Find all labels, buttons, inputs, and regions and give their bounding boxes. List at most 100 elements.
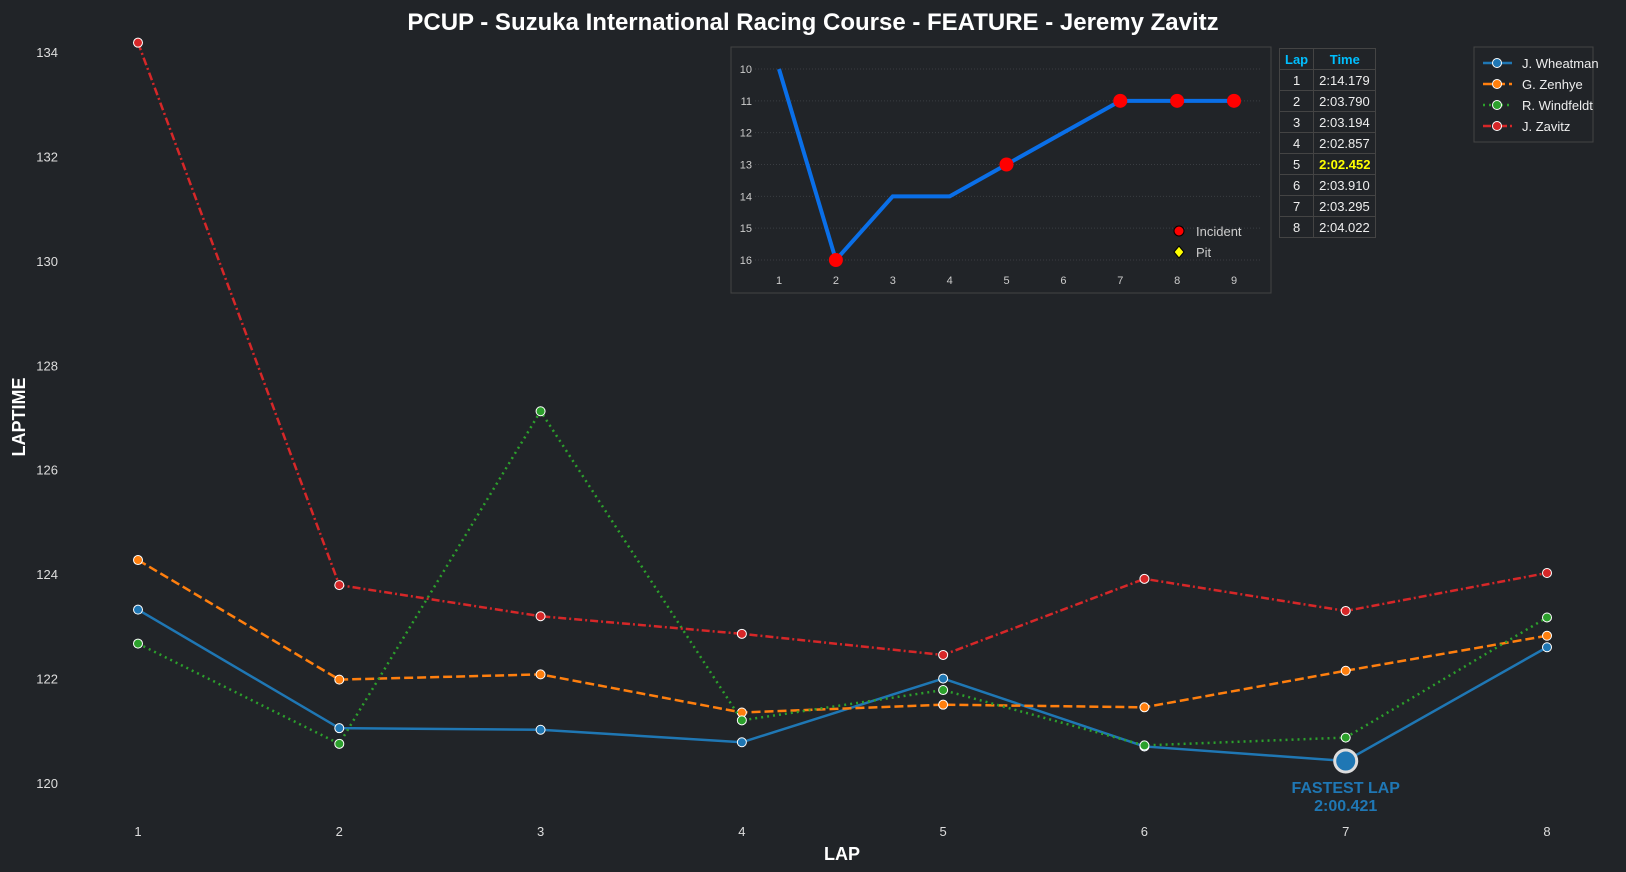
data-point bbox=[1340, 732, 1351, 743]
y-tick-label: 126 bbox=[36, 463, 58, 478]
data-point bbox=[334, 723, 345, 734]
table-row: 6 2:03.910 bbox=[1278, 174, 1377, 196]
inset-y-tick: 12 bbox=[740, 128, 752, 140]
inset-x-tick: 3 bbox=[890, 275, 896, 287]
data-point bbox=[535, 406, 546, 417]
inset-x-tick: 9 bbox=[1231, 275, 1237, 287]
y-tick-label: 122 bbox=[36, 672, 58, 687]
lap-cell: 3 bbox=[1278, 111, 1315, 133]
data-point bbox=[1542, 630, 1552, 641]
legend: J. Wheatman G. Zenhye R. Windfeldt J. Zavit… bbox=[1473, 46, 1599, 143]
lap-cell: 5 bbox=[1278, 153, 1315, 175]
incident-marker bbox=[1113, 93, 1128, 108]
legend-label: G. Zenhye bbox=[1522, 77, 1583, 92]
data-point bbox=[938, 649, 949, 660]
chart-title: PCUP - Suzuka International Racing Cours… bbox=[407, 9, 1218, 36]
time-cell: 2:14.179 bbox=[1313, 69, 1377, 91]
y-tick-label: 132 bbox=[36, 149, 58, 164]
inset-x-tick: 2 bbox=[833, 275, 839, 287]
x-tick-label: 6 bbox=[1141, 824, 1148, 839]
lap-cell: 1 bbox=[1278, 69, 1315, 91]
y-tick-label: 128 bbox=[36, 358, 58, 373]
inset-x-tick: 1 bbox=[776, 275, 782, 287]
lap-cell: 6 bbox=[1278, 174, 1315, 196]
data-point bbox=[1139, 573, 1150, 584]
data-point bbox=[334, 580, 345, 591]
inset-x-tick: 5 bbox=[1003, 275, 1009, 287]
x-tick-label: 8 bbox=[1543, 824, 1550, 839]
inset-x-tick: 7 bbox=[1117, 275, 1123, 287]
x-tick-label: 5 bbox=[940, 824, 947, 839]
series-line-j-wheatman bbox=[137, 608, 1548, 763]
fastest-lap-time: 2:00.421 bbox=[1314, 798, 1377, 815]
incident-marker bbox=[828, 253, 843, 267]
table-header-time: Time bbox=[1313, 48, 1377, 70]
legend-marker bbox=[1492, 100, 1502, 110]
legend-marker bbox=[1492, 58, 1502, 68]
y-axis-label: LAPTIME bbox=[9, 378, 29, 457]
fastest-lap-marker bbox=[1333, 748, 1359, 774]
legend-label: J. Zavitz bbox=[1522, 119, 1570, 134]
x-tick-label: 1 bbox=[134, 824, 141, 839]
time-cell: 2:03.910 bbox=[1313, 174, 1377, 196]
table-row: 7 2:03.295 bbox=[1278, 195, 1377, 217]
inset-x-tick: 6 bbox=[1060, 275, 1066, 287]
pit-legend-label: Pit bbox=[1196, 245, 1212, 260]
data-point bbox=[133, 37, 143, 48]
legend-label: J. Wheatman bbox=[1522, 56, 1599, 71]
data-point bbox=[736, 737, 747, 748]
lap-cell: 7 bbox=[1278, 195, 1315, 217]
time-cell: 2:03.194 bbox=[1313, 111, 1377, 133]
data-point bbox=[334, 738, 345, 749]
table-row: 4 2:02.857 bbox=[1278, 132, 1377, 154]
y-tick-label: 124 bbox=[36, 567, 58, 582]
table-row: 2 2:03.790 bbox=[1278, 90, 1377, 112]
lap-time-table: Lap Time 1 2:14.179 2 2:03.790 3 2:03.194 4 2:0… bbox=[1278, 48, 1377, 238]
inset-x-tick: 8 bbox=[1174, 275, 1180, 287]
x-tick-label: 7 bbox=[1342, 824, 1349, 839]
y-tick-label: 130 bbox=[36, 254, 58, 269]
fastest-lap-label: FASTEST LAP bbox=[1291, 780, 1400, 797]
data-point bbox=[736, 715, 747, 726]
table-header-lap: Lap bbox=[1278, 48, 1315, 70]
inset-frame bbox=[730, 46, 1272, 294]
data-point bbox=[334, 674, 345, 685]
inset-y-tick: 14 bbox=[740, 191, 752, 203]
inset-y-tick: 10 bbox=[740, 64, 752, 76]
data-point bbox=[938, 673, 949, 684]
incident-legend-label: Incident bbox=[1196, 224, 1242, 239]
time-cell: 2:02.452 bbox=[1313, 153, 1377, 175]
inset-x-tick: 4 bbox=[947, 275, 953, 287]
inset-y-tick: 15 bbox=[740, 223, 752, 235]
legend-label: R. Windfeldt bbox=[1522, 98, 1593, 113]
table-row: 8 2:04.022 bbox=[1278, 216, 1377, 238]
legend-marker bbox=[1492, 121, 1502, 131]
inset-y-tick: 11 bbox=[741, 96, 752, 108]
pit-legend-icon bbox=[1173, 245, 1185, 259]
incident-marker bbox=[999, 157, 1014, 172]
x-tick-label: 4 bbox=[738, 824, 745, 839]
data-point bbox=[133, 604, 143, 615]
data-point bbox=[535, 611, 546, 622]
time-cell: 2:03.790 bbox=[1313, 90, 1377, 112]
incident-marker bbox=[1227, 93, 1241, 108]
x-tick-label: 3 bbox=[537, 824, 544, 839]
series-line-g-zenhye bbox=[137, 558, 1548, 714]
lap-cell: 8 bbox=[1278, 216, 1315, 238]
x-axis-label: LAP bbox=[824, 844, 860, 864]
table-row: 3 2:03.194 bbox=[1278, 111, 1377, 133]
incident-marker bbox=[1170, 93, 1185, 108]
time-cell: 2:04.022 bbox=[1313, 216, 1377, 238]
series-line-j-zavitz bbox=[136, 42, 1548, 657]
data-point bbox=[535, 669, 546, 680]
data-point bbox=[1542, 642, 1552, 653]
x-tick-label: 2 bbox=[336, 824, 343, 839]
data-point bbox=[1542, 567, 1552, 578]
legend-marker bbox=[1492, 79, 1502, 89]
series-line-r-windfeldt bbox=[137, 408, 1548, 747]
time-cell: 2:02.857 bbox=[1313, 132, 1377, 154]
table-row: 5 2:02.452 bbox=[1278, 153, 1377, 175]
data-point bbox=[1542, 612, 1552, 623]
